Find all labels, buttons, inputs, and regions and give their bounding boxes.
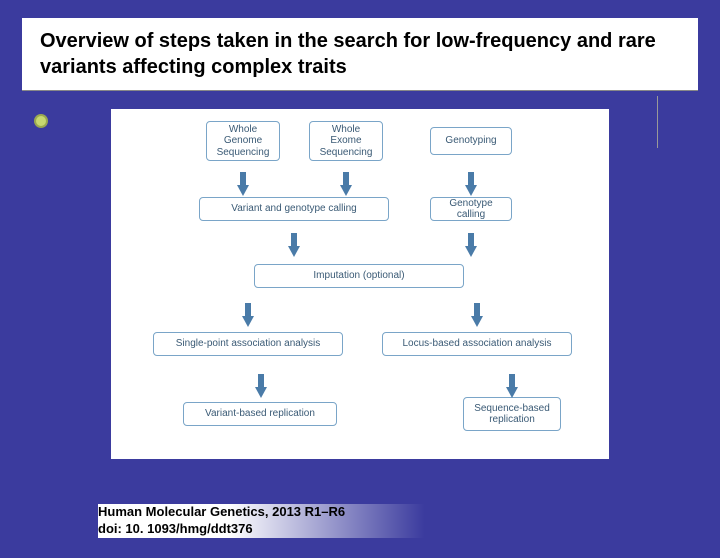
bullet-dot	[36, 116, 46, 126]
flow-arrow-7	[255, 387, 267, 398]
slide-title: Overview of steps taken in the search fo…	[40, 28, 680, 80]
flow-node-sp: Single-point association analysis	[153, 332, 343, 356]
flow-node-sr: Sequence-basedreplication	[463, 397, 561, 431]
flow-node-vr: Variant-based replication	[183, 402, 337, 426]
flow-arrow-5	[242, 316, 254, 327]
flow-arrow-2	[465, 185, 477, 196]
flow-arrow-8	[506, 387, 518, 398]
slide-title-box: Overview of steps taken in the search fo…	[22, 18, 698, 91]
flow-node-gc: Genotype calling	[430, 197, 512, 221]
flow-arrow-6	[471, 316, 483, 327]
flow-node-gty: Genotyping	[430, 127, 512, 155]
citation: Human Molecular Genetics, 2013 R1–R6 doi…	[98, 504, 425, 538]
flow-node-imp: Imputation (optional)	[254, 264, 464, 288]
flow-arrow-1	[340, 185, 352, 196]
flow-node-wes: WholeExomeSequencing	[309, 121, 383, 161]
citation-line1: Human Molecular Genetics, 2013 R1–R6	[98, 504, 345, 519]
divider-line	[657, 96, 658, 148]
citation-line2: doi: 10. 1093/hmg/ddt376	[98, 521, 253, 536]
flowchart-diagram: WholeGenomeSequencing WholeExomeSequencin…	[111, 109, 609, 459]
flow-arrow-4	[465, 246, 477, 257]
flow-arrow-3	[288, 246, 300, 257]
flow-node-wgs: WholeGenomeSequencing	[206, 121, 280, 161]
flow-node-lb: Locus-based association analysis	[382, 332, 572, 356]
flow-node-vgc: Variant and genotype calling	[199, 197, 389, 221]
flow-arrow-0	[237, 185, 249, 196]
